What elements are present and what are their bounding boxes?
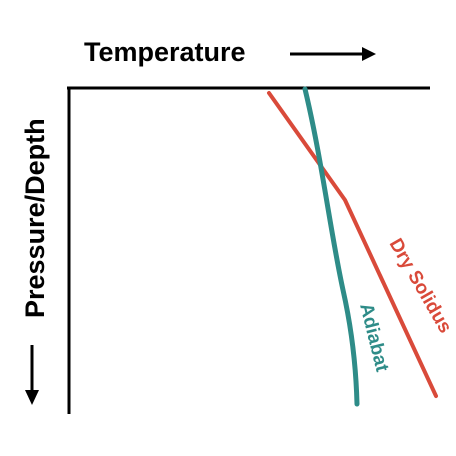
dry-solidus-label: Dry Solidus	[385, 235, 456, 337]
x-direction-arrow	[290, 47, 376, 61]
adiabat-curve	[302, 86, 360, 407]
y-direction-arrow	[25, 345, 39, 405]
adiabat-label: Adiabat	[355, 301, 392, 374]
y-axis-title: Pressure/Depth	[20, 118, 50, 318]
x-axis-title: Temperature	[84, 37, 246, 67]
dry-solidus-curve	[267, 91, 438, 398]
